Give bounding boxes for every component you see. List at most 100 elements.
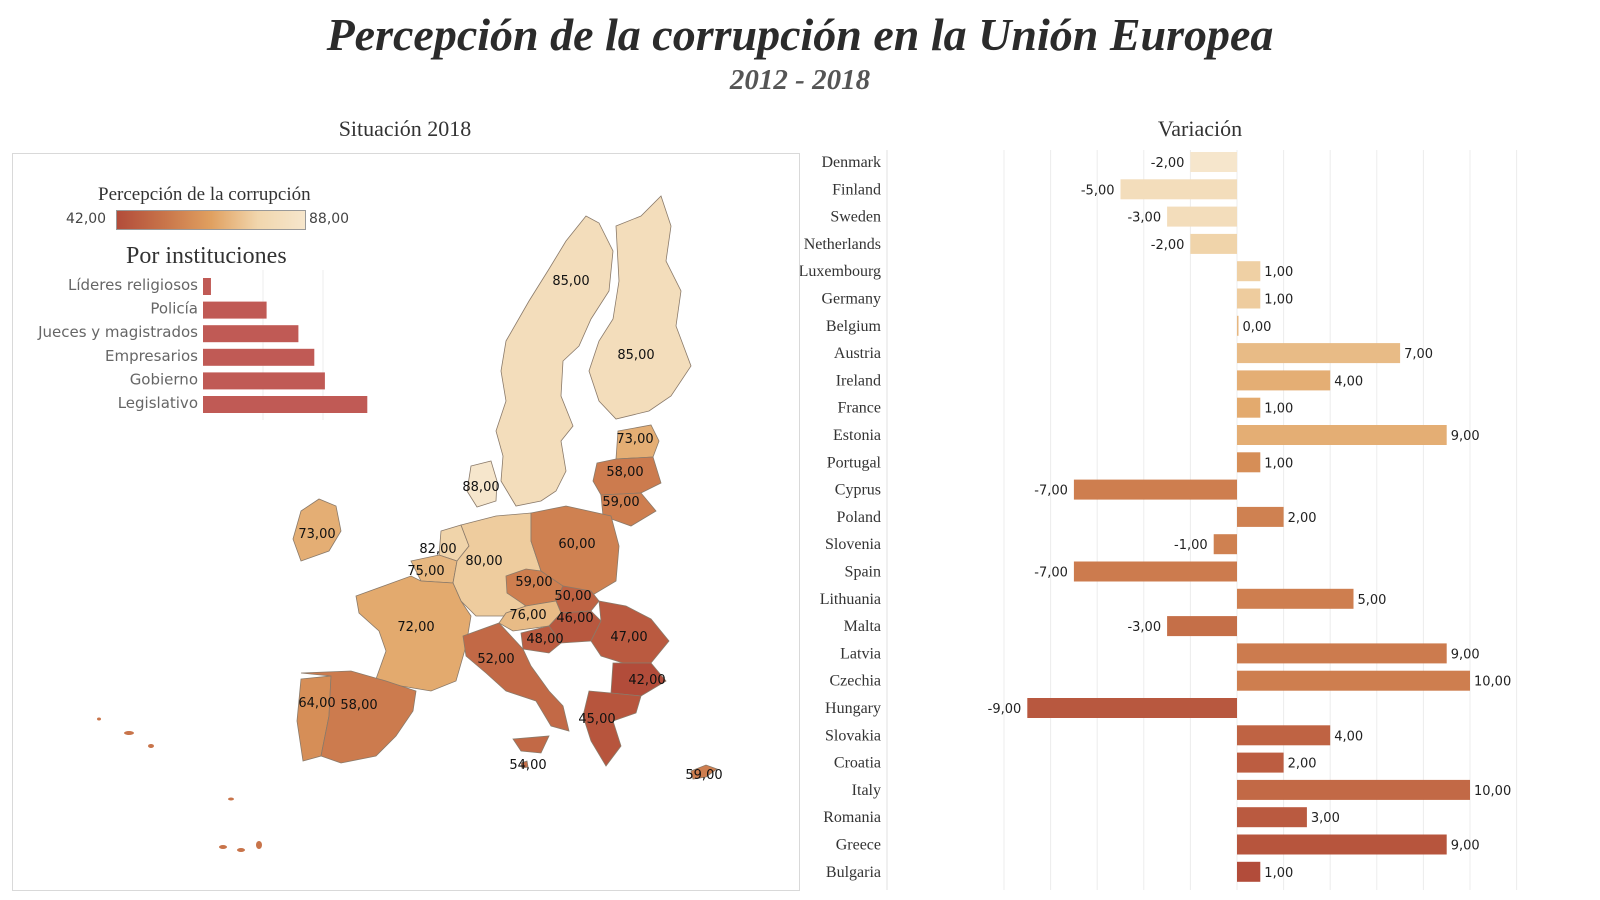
page-subtitle: 2012 - 2018	[729, 64, 871, 96]
var-bar[interactable]	[1190, 233, 1237, 254]
var-category-label: Croatia	[834, 755, 881, 772]
var-bar[interactable]	[1237, 779, 1470, 800]
var-bar[interactable]	[1237, 861, 1261, 882]
map-value-label-hungary: 46,00	[556, 611, 593, 626]
inst-bar[interactable]	[203, 372, 325, 390]
var-bar[interactable]	[1237, 315, 1239, 336]
var-value-label: -7,00	[1034, 566, 1068, 581]
map-country-greece[interactable]	[582, 690, 642, 767]
var-category-label: Italy	[852, 782, 881, 799]
var-bar[interactable]	[1237, 288, 1261, 309]
var-value-label: -9,00	[988, 702, 1022, 717]
map-value-label-france: 72,00	[397, 620, 434, 635]
var-category-label: Romania	[823, 809, 881, 826]
var-bar[interactable]	[1237, 370, 1331, 391]
island-shape	[148, 744, 154, 748]
var-category-label: Slovenia	[825, 536, 881, 553]
island-shape	[237, 848, 245, 852]
var-value-label: -7,00	[1034, 484, 1068, 499]
map-country-slovenia[interactable]	[520, 625, 562, 654]
legend-color-ramp	[116, 210, 306, 230]
var-bar[interactable]	[1190, 152, 1237, 172]
map-value-label-austria: 76,00	[509, 608, 546, 623]
var-category-label: Hungary	[825, 700, 881, 717]
map-country-lithuania[interactable]	[600, 492, 657, 527]
var-bar[interactable]	[1237, 343, 1401, 364]
europe-map: 85,00 85,00 73,00 58,00 59,00 88,00 73,00 82,00…	[97, 195, 723, 852]
map-country-finland[interactable]	[588, 195, 692, 420]
var-bar[interactable]	[1237, 588, 1354, 609]
map-country-italy-sicily[interactable]	[512, 735, 550, 754]
map-country-france[interactable]	[355, 575, 472, 692]
map-value-label-italy: 52,00	[477, 652, 514, 667]
var-bar[interactable]	[1167, 616, 1237, 637]
map-country-malta[interactable]	[520, 760, 529, 769]
map-country-sweden[interactable]	[495, 215, 614, 507]
inst-category-label: Policía	[150, 300, 198, 318]
var-bar[interactable]	[1213, 534, 1237, 555]
var-category-label: Germany	[821, 291, 881, 308]
var-bar[interactable]	[1237, 261, 1261, 282]
map-country-estonia[interactable]	[615, 424, 660, 460]
map-value-label-czechia: 59,00	[515, 575, 552, 590]
bar-section-title: Variación	[1157, 116, 1243, 141]
var-category-label: Latvia	[840, 645, 881, 662]
var-value-label: 1,00	[1264, 866, 1293, 881]
var-category-label: Spain	[845, 564, 881, 581]
legend-max-value: 88,00	[309, 211, 350, 227]
var-category-label: Czechia	[829, 673, 881, 690]
inst-category-label: Legislativo	[118, 394, 198, 412]
map-country-bulgaria[interactable]	[610, 662, 667, 697]
var-value-label: 1,00	[1264, 402, 1293, 417]
var-bar[interactable]	[1073, 561, 1237, 582]
var-bar[interactable]	[1027, 698, 1237, 718]
var-category-label: Denmark	[821, 154, 881, 171]
var-category-label: Luxembourg	[800, 263, 881, 280]
var-category-label: Austria	[834, 345, 881, 362]
map-country-denmark[interactable]	[466, 460, 498, 508]
inst-bar[interactable]	[203, 278, 211, 295]
var-value-label: 9,00	[1451, 429, 1480, 444]
var-bar[interactable]	[1237, 752, 1284, 773]
var-bar[interactable]	[1237, 397, 1261, 418]
var-bar[interactable]	[1237, 834, 1447, 855]
var-bar[interactable]	[1237, 425, 1447, 445]
map-panel: 85,00 85,00 73,00 58,00 59,00 88,00 73,00 82,00…	[12, 153, 800, 891]
map-value-label-slovakia: 50,00	[554, 589, 591, 604]
map-value-label-finland: 85,00	[617, 348, 654, 363]
var-value-label: 9,00	[1451, 839, 1480, 854]
island-shape	[124, 731, 134, 735]
var-bar[interactable]	[1237, 725, 1331, 746]
var-value-label: 2,00	[1288, 757, 1317, 772]
var-category-label: Lithuania	[820, 591, 881, 608]
var-bar[interactable]	[1237, 670, 1470, 691]
map-country-italy[interactable]	[462, 622, 570, 732]
var-bar[interactable]	[1120, 179, 1238, 200]
var-value-label: -2,00	[1151, 238, 1185, 253]
inst-bar[interactable]	[203, 348, 315, 366]
var-bar[interactable]	[1237, 506, 1284, 527]
var-category-label: Estonia	[833, 427, 881, 444]
map-value-label-slovenia: 48,00	[526, 632, 563, 647]
map-value-label-germany: 80,00	[465, 554, 502, 569]
var-bar[interactable]	[1237, 807, 1307, 828]
map-country-latvia[interactable]	[592, 456, 662, 496]
map-country-ireland[interactable]	[292, 498, 342, 562]
var-bar[interactable]	[1237, 452, 1261, 473]
map-value-label-latvia: 58,00	[606, 465, 643, 480]
var-bar[interactable]	[1167, 206, 1237, 227]
var-bar[interactable]	[1073, 479, 1237, 500]
inst-bar[interactable]	[203, 325, 299, 343]
var-value-label: 10,00	[1474, 675, 1511, 690]
island-shape	[256, 841, 262, 849]
page-title: Percepción de la corrupción en la Unión …	[326, 9, 1274, 60]
var-bar[interactable]	[1237, 643, 1447, 664]
map-country-spain[interactable]	[300, 670, 417, 764]
var-category-label: Greece	[836, 837, 881, 854]
map-country-cyprus[interactable]	[690, 764, 718, 780]
institutions-chart: Líderes religiosos Policía Jueces y magist…	[37, 270, 368, 420]
var-value-label: 1,00	[1264, 456, 1293, 471]
inst-bar[interactable]	[203, 396, 368, 413]
inst-bar[interactable]	[203, 301, 267, 319]
map-value-label-romania: 47,00	[610, 630, 647, 645]
